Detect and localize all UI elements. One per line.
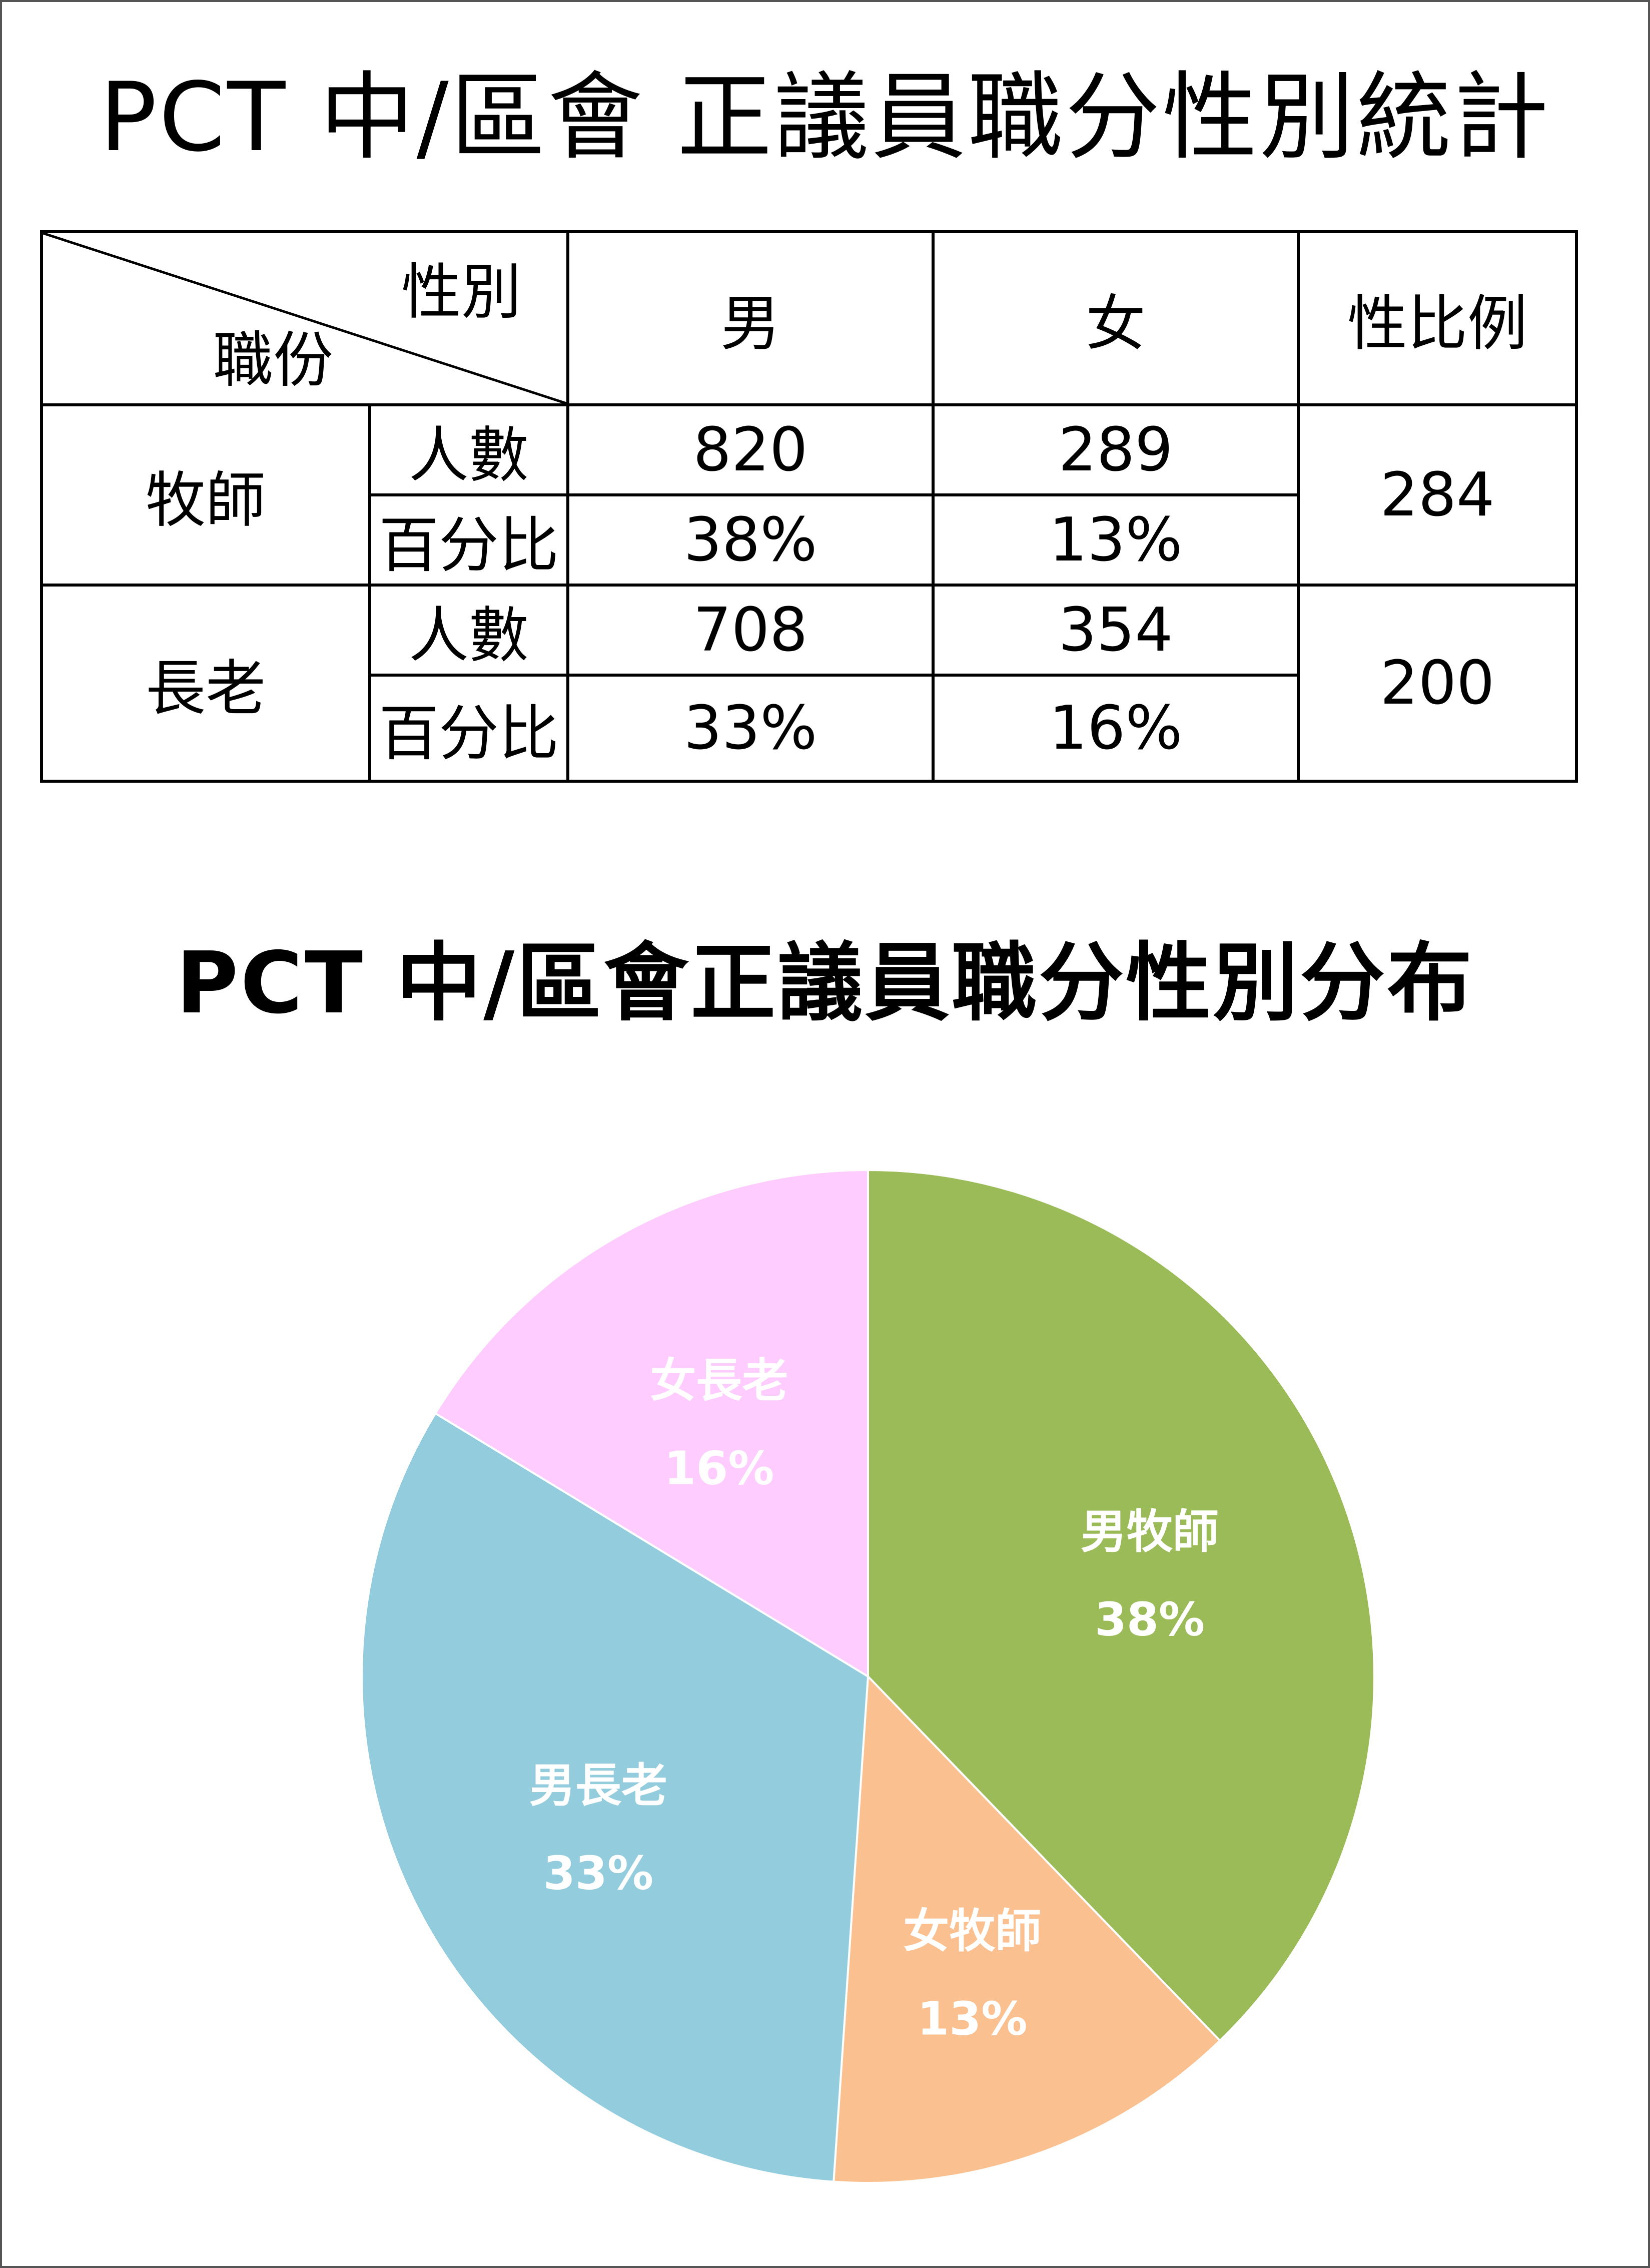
slice-percent-label: 16% [664, 1442, 774, 1495]
pie-chart: 男牧師 38% 女牧師 13% 男長老 33% 女長老 16% [361, 1169, 1375, 2184]
slice-male-pastor [867, 1169, 1375, 2042]
pastor-sex-ratio: 284 [1297, 403, 1578, 587]
elder-male-percent: 33% [566, 674, 935, 783]
table-row: 百分比 33% 16% [42, 674, 1576, 783]
slice-percent-label: 13% [917, 1992, 1027, 2045]
slice-label: 女牧師 [903, 1904, 1041, 1958]
header-female: 女 [932, 230, 1300, 406]
elder-female-count: 354 [932, 584, 1300, 677]
slice-female-pastor [833, 1674, 1222, 2184]
slice-percent-label: 38% [1095, 1592, 1205, 1646]
slice-female-elder [434, 1169, 869, 1678]
table-row: 長老 人數 708 354 200 [40, 584, 1578, 783]
slice-label: 男長老 [529, 1759, 667, 1812]
slice-label: 女長老 [650, 1354, 788, 1408]
statistics-table: 性別 職份 男 女 性比例 牧師 人數 820 289 284 百分比 38% … [40, 230, 1578, 783]
table-row: 牧師 人數 820 289 284 [40, 403, 1578, 587]
corner-diagonal-line [43, 233, 566, 403]
elder-male-count: 708 [566, 584, 935, 677]
pastor-male-percent: 38% [566, 493, 935, 587]
table-row: 百分比 38% 13% [42, 493, 1576, 587]
chart-title: PCT 中/區會正議員職分性別分布 [176, 934, 1474, 1033]
slice-percent-label: 33% [543, 1846, 653, 1900]
count-label: 人數 [368, 403, 569, 496]
count-label: 人數 [368, 584, 569, 677]
elder-female-percent: 16% [932, 674, 1300, 783]
table-header-row: 性別 職份 男 女 性比例 [40, 230, 1578, 406]
role-elder: 長老 [40, 584, 371, 783]
slice-label: 男牧師 [1081, 1505, 1219, 1558]
page-title: PCT 中/區會 正議員職分性別統計 [99, 62, 1551, 173]
pastor-female-count: 289 [932, 403, 1300, 496]
corner-gender-label: 性別 [401, 258, 521, 327]
pastor-male-count: 820 [566, 403, 935, 496]
header-male: 男 [566, 230, 935, 406]
percent-label: 百分比 [368, 493, 569, 587]
slice-male-elder [361, 1412, 870, 2183]
percent-label: 百分比 [368, 674, 569, 783]
corner-header-cell: 性別 職份 [40, 230, 569, 406]
corner-role-label: 職份 [213, 326, 333, 395]
pastor-female-percent: 13% [932, 493, 1300, 587]
elder-sex-ratio: 200 [1297, 584, 1578, 783]
role-pastor: 牧師 [40, 403, 371, 587]
header-sex-ratio: 性比例 [1297, 230, 1578, 406]
